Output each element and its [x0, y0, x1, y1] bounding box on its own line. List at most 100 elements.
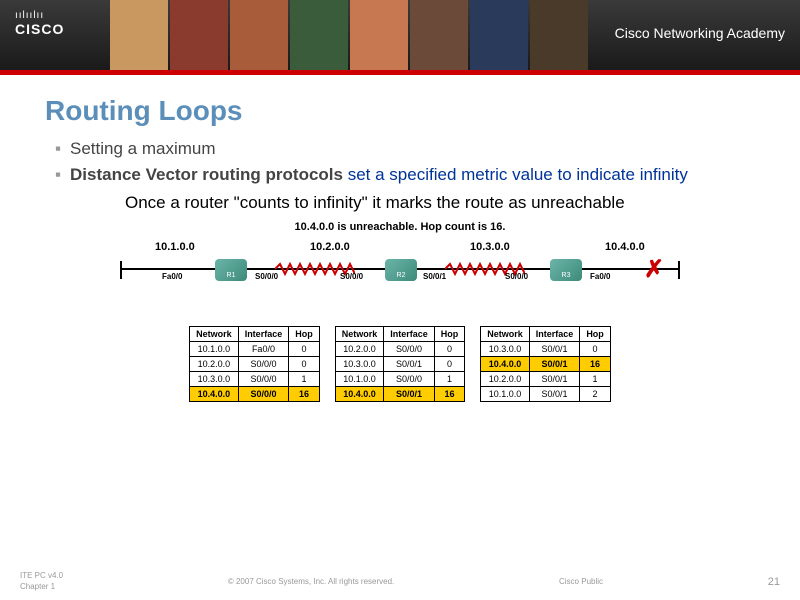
table-cell: 10.2.0.0: [335, 342, 384, 357]
table-cell: S0/0/1: [529, 357, 580, 372]
logo-bars: ıılıılıı: [15, 10, 64, 21]
routing-table: NetworkInterfaceHop10.1.0.0Fa0/0010.2.0.…: [189, 326, 320, 402]
header-photo: [230, 0, 288, 70]
table-header: Hop: [434, 327, 465, 342]
table-cell: 10.4.0.0: [481, 357, 530, 372]
table-cell: S0/0/1: [384, 387, 435, 402]
footer-copyright: © 2007 Cisco Systems, Inc. All rights re…: [228, 577, 394, 586]
table-cell: 10.3.0.0: [190, 372, 239, 387]
table-cell: 10.2.0.0: [481, 372, 530, 387]
table-header: Network: [481, 327, 530, 342]
network-label: 10.2.0.0: [310, 241, 350, 253]
header-photo: [290, 0, 348, 70]
table-row: 10.1.0.0S0/0/12: [481, 387, 611, 402]
table-cell: 0: [289, 342, 320, 357]
table-cell: S0/0/0: [384, 372, 435, 387]
cisco-logo: ıılıılıı CISCO: [15, 10, 64, 37]
router-label: R2: [385, 272, 417, 279]
table-cell: 10.2.0.0: [190, 357, 239, 372]
interface-label: Fa0/0: [162, 272, 182, 281]
interface-label: S0/0/0: [255, 272, 278, 281]
table-row: 10.2.0.0S0/0/11: [481, 372, 611, 387]
bullet-2-bold: Distance Vector routing protocols: [70, 165, 343, 184]
table-cell: S0/0/0: [238, 387, 289, 402]
slide-title: Routing Loops: [45, 95, 755, 127]
header-photo: [410, 0, 468, 70]
table-cell: 1: [434, 372, 465, 387]
table-header: Interface: [529, 327, 580, 342]
table-row: 10.1.0.0S0/0/01: [335, 372, 465, 387]
routing-table: NetworkInterfaceHop10.3.0.0S0/0/1010.4.0…: [480, 326, 611, 402]
network-label: 10.4.0.0: [605, 241, 645, 253]
table-header: Hop: [580, 327, 611, 342]
diagram-area: 10.4.0.0 is unreachable. Hop count is 16…: [45, 221, 755, 402]
network-label: 10.1.0.0: [155, 241, 195, 253]
table-row: 10.2.0.0S0/0/00: [335, 342, 465, 357]
network-label: 10.3.0.0: [470, 241, 510, 253]
bullet-2: Distance Vector routing protocols set a …: [55, 165, 755, 185]
table-cell: S0/0/0: [384, 342, 435, 357]
header-photo: [530, 0, 588, 70]
table-cell: 0: [434, 357, 465, 372]
x-mark-icon: ✗: [644, 255, 664, 284]
table-row: 10.1.0.0Fa0/00: [190, 342, 320, 357]
table-row: 10.3.0.0S0/0/10: [335, 357, 465, 372]
interface-label: S0/0/1: [423, 272, 446, 281]
topology: ✗ 10.1.0.0 10.2.0.0 10.3.0.0 10.4.0.0 R1 R2 R3…: [120, 241, 680, 311]
router-label: R1: [215, 272, 247, 279]
table-cell: S0/0/1: [384, 357, 435, 372]
router-label: R3: [550, 272, 582, 279]
table-cell: 10.1.0.0: [335, 372, 384, 387]
segment-bar: [120, 261, 122, 279]
diagram-caption: 10.4.0.0 is unreachable. Hop count is 16…: [45, 221, 755, 233]
header-bar: ıılıılıı CISCO Cisco Networking Academy: [0, 0, 800, 70]
header-photo: [170, 0, 228, 70]
page-number: 21: [768, 576, 780, 588]
table-cell: 10.4.0.0: [190, 387, 239, 402]
footer-chapter: Chapter 1: [20, 582, 63, 592]
table-cell: 10.3.0.0: [481, 342, 530, 357]
table-header: Network: [190, 327, 239, 342]
table-cell: 16: [289, 387, 320, 402]
table-cell: 1: [289, 372, 320, 387]
table-header: Interface: [384, 327, 435, 342]
bullet-2-blue: set a specified metric value to indicate…: [343, 165, 688, 184]
routing-table: NetworkInterfaceHop10.2.0.0S0/0/0010.3.0…: [335, 326, 466, 402]
photo-strip: [110, 0, 588, 70]
footer: ITE PC v4.0 Chapter 1 © 2007 Cisco Syste…: [0, 571, 800, 592]
table-header: Interface: [238, 327, 289, 342]
table-cell: S0/0/0: [238, 357, 289, 372]
segment-bar: [678, 261, 680, 279]
table-cell: 0: [434, 342, 465, 357]
table-cell: 16: [434, 387, 465, 402]
sub-text: Once a router "counts to infinity" it ma…: [125, 193, 755, 213]
routing-tables: NetworkInterfaceHop10.1.0.0Fa0/0010.2.0.…: [45, 326, 755, 402]
table-row: 10.4.0.0S0/0/116: [481, 357, 611, 372]
table-cell: S0/0/0: [238, 372, 289, 387]
table-cell: 0: [289, 357, 320, 372]
interface-label: S0/0/0: [340, 272, 363, 281]
table-cell: 10.1.0.0: [481, 387, 530, 402]
table-row: 10.3.0.0S0/0/01: [190, 372, 320, 387]
table-row: 10.3.0.0S0/0/10: [481, 342, 611, 357]
table-cell: 1: [580, 372, 611, 387]
header-photo: [350, 0, 408, 70]
table-cell: 10.1.0.0: [190, 342, 239, 357]
table-row: 10.2.0.0S0/0/00: [190, 357, 320, 372]
table-cell: 0: [580, 342, 611, 357]
footer-course: ITE PC v4.0: [20, 571, 63, 581]
academy-text: Cisco Networking Academy: [615, 25, 785, 41]
bullet-1: Setting a maximum: [55, 139, 755, 159]
interface-label: Fa0/0: [590, 272, 610, 281]
logo-text: CISCO: [15, 21, 64, 37]
table-cell: 10.3.0.0: [335, 357, 384, 372]
table-cell: S0/0/1: [529, 372, 580, 387]
content-area: Routing Loops Setting a maximum Distance…: [0, 75, 800, 402]
header-photo: [470, 0, 528, 70]
table-header: Network: [335, 327, 384, 342]
table-cell: 10.4.0.0: [335, 387, 384, 402]
table-header: Hop: [289, 327, 320, 342]
interface-label: S0/0/0: [505, 272, 528, 281]
table-row: 10.4.0.0S0/0/016: [190, 387, 320, 402]
header-photo: [110, 0, 168, 70]
